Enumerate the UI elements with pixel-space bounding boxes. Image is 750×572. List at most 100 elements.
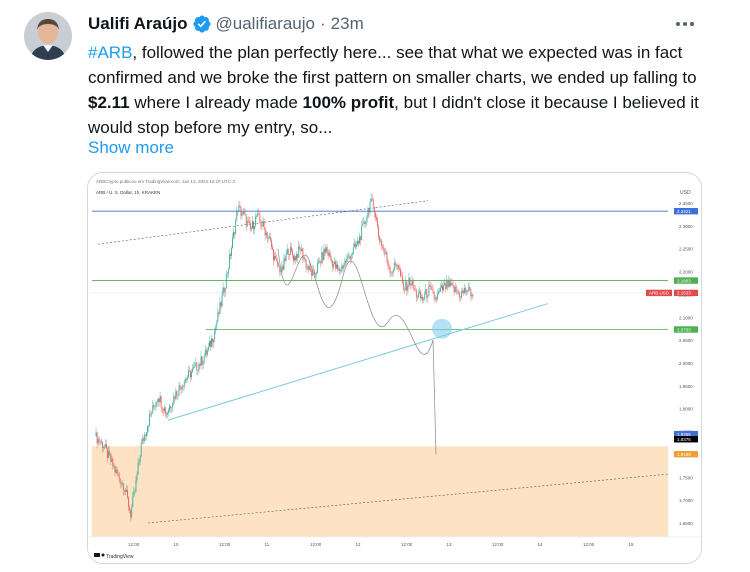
candle-body	[424, 294, 426, 300]
candle-body	[334, 261, 335, 264]
candle-body	[108, 451, 110, 459]
avatar[interactable]	[24, 12, 72, 60]
candle-body	[431, 289, 433, 290]
candle-body	[200, 356, 202, 366]
candle-body	[208, 346, 209, 351]
candle-body	[377, 219, 378, 227]
candle-body	[299, 246, 301, 249]
candle-body	[156, 401, 158, 403]
tradingview-logo-icon	[94, 553, 105, 557]
candle-body	[97, 438, 99, 444]
candle-body	[397, 265, 398, 267]
candle-body	[283, 258, 285, 270]
candle-body	[445, 283, 447, 289]
tweet-timestamp[interactable]: 23m	[330, 14, 364, 33]
candle-body	[430, 286, 432, 290]
candle-body	[359, 236, 360, 244]
chart-image[interactable]: ARBCrypto publicou em TradingView.com, J…	[87, 172, 702, 564]
candle-body	[203, 356, 205, 362]
candle-body	[222, 287, 224, 296]
candle-body	[385, 252, 387, 254]
candle-body	[358, 241, 359, 244]
candle-body	[304, 258, 306, 260]
candle-body	[113, 466, 115, 468]
candle-body	[159, 396, 161, 403]
candle-body	[309, 265, 311, 270]
candle-body	[441, 285, 442, 288]
candle-body	[322, 252, 324, 260]
candle-body	[297, 254, 299, 258]
candle-body	[330, 258, 332, 261]
candle-body	[276, 258, 278, 261]
candle-body	[95, 432, 97, 437]
candle-body	[338, 268, 339, 270]
candle-body	[98, 438, 100, 443]
candle-body	[145, 434, 146, 436]
candle-body	[356, 244, 357, 247]
candle-body	[173, 396, 175, 404]
candle-body	[467, 291, 469, 292]
candle-body	[142, 438, 144, 441]
candle-body	[374, 213, 376, 218]
verified-badge-icon[interactable]	[192, 14, 212, 34]
candle-body	[120, 483, 122, 484]
candle-body	[466, 291, 468, 293]
hashtag-link[interactable]: #ARB	[88, 43, 133, 62]
candle-body	[261, 225, 263, 227]
candle-body	[433, 292, 435, 300]
candle-body	[260, 221, 262, 226]
price-tag-label: 2.0733	[677, 327, 691, 332]
price-axis-label: 1.9500	[679, 384, 693, 389]
time-axis-label: 12	[356, 542, 362, 547]
display-name[interactable]: Ualifi Araújo	[88, 14, 188, 33]
candle-body	[128, 497, 129, 508]
candle-body	[301, 248, 303, 251]
candle-body	[210, 341, 211, 347]
candle-body	[139, 456, 141, 462]
show-more-link[interactable]: Show more	[88, 138, 174, 157]
more-options-icon[interactable]	[672, 12, 698, 36]
candle-body	[138, 461, 140, 464]
candle-body	[118, 474, 120, 479]
candle-body	[373, 206, 375, 214]
candle-body	[178, 385, 180, 396]
breakout-highlight	[432, 318, 452, 339]
candle-body	[389, 266, 391, 273]
candle-body	[460, 297, 461, 298]
candle-body	[366, 216, 368, 222]
candle-body	[223, 287, 225, 293]
candle-body	[168, 410, 169, 413]
candle-body	[136, 474, 138, 481]
candle-body	[434, 297, 436, 300]
candle-body	[422, 296, 423, 300]
tweet-header: Ualifi Araújo @ualifiaraujo · 23m	[88, 12, 364, 36]
candle-body	[205, 349, 207, 355]
price-tag-label: 2.1803	[677, 278, 691, 283]
candle-body	[177, 395, 179, 396]
candle-body	[316, 272, 317, 275]
candle-body	[167, 412, 168, 415]
time-axis-label: 12:00	[401, 542, 413, 547]
candle-body	[211, 338, 212, 347]
user-handle[interactable]: @ualifiaraujo	[215, 14, 315, 33]
candle-body	[293, 255, 294, 261]
candle-body	[435, 297, 437, 300]
candle-body	[331, 260, 333, 268]
candle-body	[421, 296, 422, 299]
candle-body	[166, 413, 167, 415]
tweet-text: #ARB, followed the plan perfectly here..…	[88, 40, 718, 140]
candle-body	[319, 261, 321, 262]
candle-body	[451, 283, 453, 285]
candle-body	[126, 490, 127, 492]
candle-body	[300, 248, 302, 251]
candle-body	[302, 248, 304, 259]
candle-body	[429, 285, 431, 287]
price-axis-label: 2.1000	[679, 315, 693, 320]
candle-body	[425, 289, 427, 295]
time-axis-label: 12:00	[492, 542, 504, 547]
candle-body	[465, 288, 467, 293]
candle-body	[368, 209, 370, 213]
candle-body	[402, 276, 404, 283]
time-axis-label: 14	[538, 542, 544, 547]
